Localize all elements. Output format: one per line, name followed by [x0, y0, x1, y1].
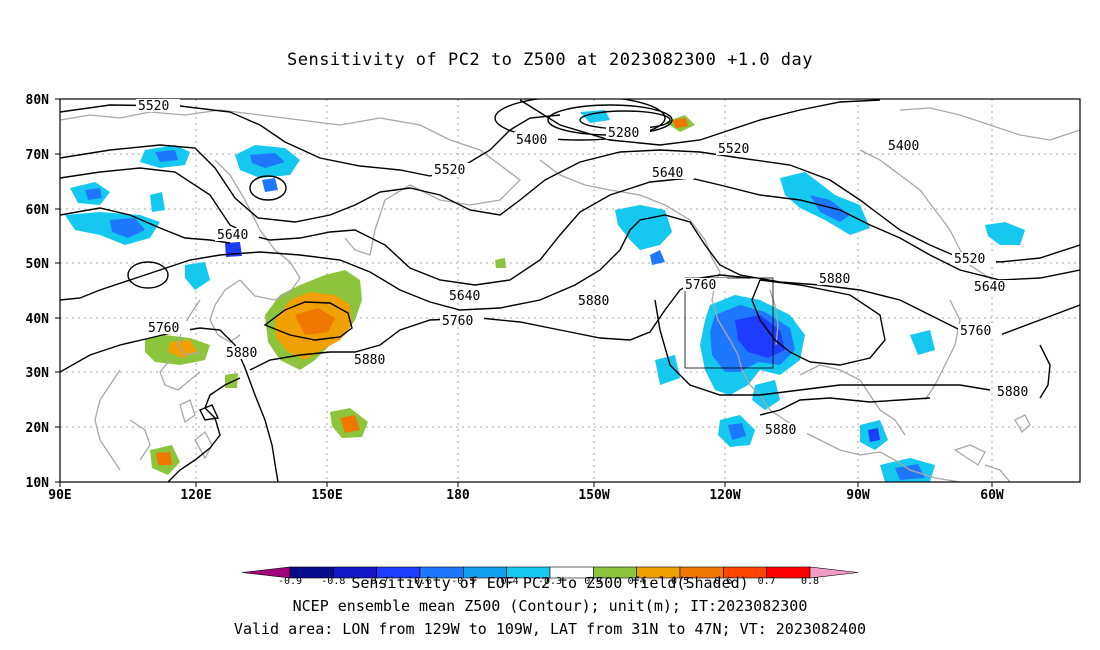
lon-label: 150E — [311, 488, 342, 503]
lat-axis-labels: 80N 70N 60N 50N 40N 30N 20N 10N — [26, 93, 50, 491]
lon-label: 90W — [846, 488, 870, 503]
contour-labels: 5520 5280 5400 5520 5400 5520 5640 5640 … — [136, 99, 1039, 438]
valid-area-box — [684, 277, 774, 369]
negative-sensitivity-shading — [65, 110, 1025, 482]
lon-label: 150W — [578, 488, 609, 503]
contour-label: 5640 — [217, 228, 248, 243]
positive-sensitivity-shading — [145, 115, 695, 475]
colorbar-tick-label: 0.7 — [758, 576, 776, 587]
contour-label: 5520 — [434, 163, 465, 178]
contour-label: 5880 — [354, 353, 385, 368]
caption-line-1: Sensitivity of EOF PC2 to Z500 field(Sha… — [351, 574, 749, 592]
contour-label: 5880 — [819, 272, 850, 287]
contour-label: 5520 — [718, 142, 749, 157]
lon-label: 120E — [180, 488, 211, 503]
map-title: Sensitivity of PC2 to Z500 at 2023082300… — [286, 50, 813, 70]
lat-label: 60N — [26, 203, 50, 218]
lat-label: 80N — [26, 93, 50, 108]
contour-label: 5520 — [138, 99, 169, 114]
colorbar-tick-label: 0.3 — [584, 576, 602, 587]
contour-label: 5400 — [516, 133, 547, 148]
caption-line-2: NCEP ensemble mean Z500 (Contour); unit(… — [292, 597, 808, 615]
contour-label: 5640 — [974, 280, 1005, 295]
colorbar-tick-label: -0.8 — [321, 576, 345, 587]
grid-lines — [60, 99, 1080, 482]
contour-label: 5640 — [449, 289, 480, 304]
colorbar-tick-label: 0.5 — [671, 576, 689, 587]
colorbar-tick-label: -0.6 — [408, 576, 432, 587]
contour-label: 5760 — [960, 324, 991, 339]
contour-label: 5760 — [685, 278, 716, 293]
colorbar: -0.9 -0.8 -0.7 -0.6 -0.5 -0.4 -0.3 0.3 0.4 0.5 0.6… — [241, 566, 859, 587]
contour-label: 5880 — [765, 423, 796, 438]
lon-label: 120W — [709, 488, 740, 503]
lon-label: 180 — [446, 488, 470, 503]
colorbar-tick-label: -0.4 — [495, 576, 519, 587]
contour-label: 5760 — [148, 321, 179, 336]
contour-label: 5760 — [442, 314, 473, 329]
lat-label: 20N — [26, 421, 50, 436]
lon-label: 60W — [980, 488, 1004, 503]
caption-line-3: Valid area: LON from 129W to 109W, LAT f… — [233, 620, 867, 638]
colorbar-tick-label: 0.4 — [628, 576, 646, 587]
contour-label: 5880 — [578, 294, 609, 309]
colorbar-tick-label: -0.9 — [278, 576, 302, 587]
colorbar-tick-label: -0.5 — [451, 576, 475, 587]
colorbar-tick-label: -0.3 — [538, 576, 562, 587]
contour-label: 5520 — [954, 252, 985, 267]
lat-label: 70N — [26, 148, 50, 163]
lat-label: 30N — [26, 366, 50, 381]
contour-label: 5880 — [226, 346, 257, 361]
coastlines — [60, 107, 1080, 482]
contour-label: 5640 — [652, 166, 683, 181]
colorbar-tick-label: -0.7 — [365, 576, 389, 587]
colorbar-segment — [809, 566, 859, 579]
contour-label: 5400 — [888, 139, 919, 154]
lat-label: 40N — [26, 312, 50, 327]
lat-label: 10N — [26, 476, 50, 491]
contour-label: 5280 — [608, 126, 639, 141]
lat-label: 50N — [26, 257, 50, 272]
lon-label: 90E — [48, 488, 71, 503]
colorbar-tick-label: 0.8 — [801, 576, 819, 587]
colorbar-tick-label: 0.6 — [714, 576, 732, 587]
tick-marks — [55, 98, 993, 487]
plot-frame — [59, 98, 1081, 483]
contour-label: 5880 — [997, 385, 1028, 400]
lon-axis-labels: 90E 120E 150E 180 150W 120W 90W 60W — [48, 488, 1004, 503]
